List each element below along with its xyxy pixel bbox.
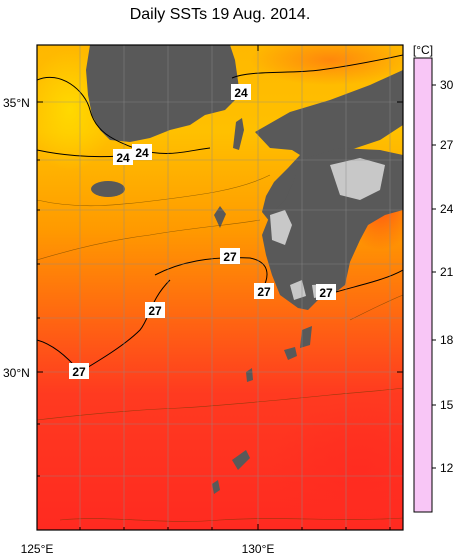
map-frame	[36, 44, 404, 531]
frame-ticks	[37, 45, 403, 530]
colorbar-tick: 27	[440, 138, 454, 152]
contour-label: 24	[132, 144, 152, 160]
contour-label: 24	[231, 84, 251, 100]
svg-text:24: 24	[234, 86, 248, 100]
lat-label-30n: 30°N	[3, 366, 30, 380]
contour-label: 27	[220, 248, 240, 264]
lon-label-125e: 125°E	[21, 542, 54, 556]
contour-label: 27	[145, 302, 165, 318]
contour-label: 27	[254, 283, 274, 299]
colorbar-scale	[413, 57, 433, 513]
svg-text:24: 24	[135, 146, 149, 160]
map-title: Daily SSTs 19 Aug. 2014.	[129, 6, 311, 23]
colorbar-tick: 24	[440, 202, 454, 216]
lon-label-130e: 130°E	[242, 542, 275, 556]
colorbar-unit: [°C]	[413, 43, 433, 57]
minor-isotherms	[37, 174, 403, 522]
colorbar-tick: 15	[440, 398, 454, 412]
contour-label: 24	[113, 149, 133, 165]
contour-label: 27	[69, 363, 89, 379]
colorbar: [°C] 30 27 24 21 18 15 12	[413, 43, 454, 513]
colorbar-tick: 12	[440, 461, 454, 475]
graticule	[37, 45, 403, 530]
svg-text:27: 27	[223, 250, 237, 264]
contour-label: 27	[316, 284, 336, 300]
colorbar-tick: 30	[440, 78, 454, 92]
svg-text:27: 27	[257, 285, 271, 299]
svg-text:27: 27	[148, 304, 162, 318]
svg-text:24: 24	[116, 151, 130, 165]
contour-labels: 24 24 24 27 27 27 27 27	[69, 84, 336, 379]
colorbar-tick: 21	[440, 265, 454, 279]
lat-label-35n: 35°N	[3, 96, 30, 110]
svg-text:27: 27	[319, 286, 333, 300]
colorbar-tick: 18	[440, 333, 454, 347]
svg-text:27: 27	[72, 365, 86, 379]
sst-field	[37, 45, 403, 530]
